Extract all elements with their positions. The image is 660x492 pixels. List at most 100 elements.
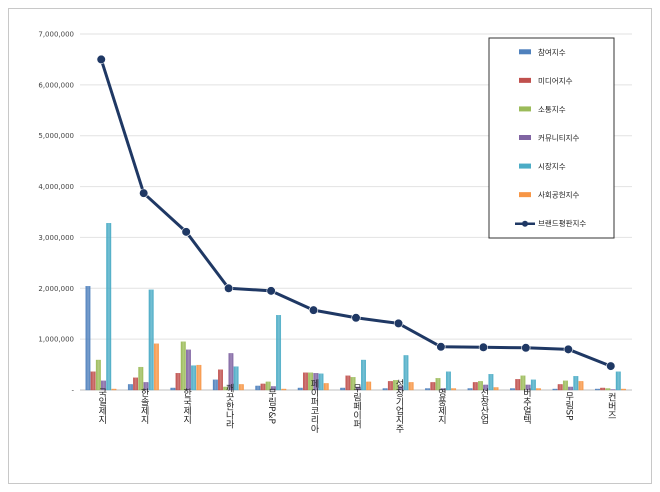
bar-시장지수 — [615, 371, 621, 391]
bar-시장지수 — [276, 315, 282, 391]
point-브랜드평판지수 — [181, 227, 191, 237]
legend-label: 참여지수 — [538, 47, 566, 57]
x-tick-label: 영풍제지 — [436, 388, 446, 425]
bar-미디어지수 — [218, 369, 223, 391]
legend-label: 커뮤니티지수 — [538, 134, 579, 143]
bar-시장지수 — [106, 223, 112, 391]
x-tick-label: 깨끗한나라 — [224, 382, 234, 429]
bar-참여지수 — [255, 385, 261, 391]
legend-swatch — [519, 192, 531, 198]
bar-커뮤니티지수 — [483, 384, 489, 391]
bar-커뮤니티지수 — [355, 386, 361, 391]
bar-참여지수 — [425, 388, 431, 391]
bar-참여지수 — [297, 387, 303, 391]
legend-box — [488, 37, 615, 239]
bar-소통지수 — [562, 380, 568, 391]
y-tick-label: 3,000,000 — [38, 234, 74, 242]
bar-소통지수 — [95, 359, 101, 391]
bar-시장지수 — [403, 355, 409, 391]
bar-시장지수 — [445, 371, 451, 391]
bar-미디어지수 — [90, 371, 96, 391]
bar-참여지수 — [382, 388, 388, 391]
bar-참여지수 — [340, 387, 346, 391]
bar-미디어지수 — [515, 379, 521, 391]
bar-커뮤니티지수 — [440, 388, 446, 391]
bar-커뮤니티지수 — [313, 373, 319, 391]
x-tick-label: 선창산업 — [478, 388, 488, 424]
point-브랜드평판지수 — [351, 313, 361, 323]
bar-시장지수 — [318, 373, 324, 391]
point-브랜드평판지수 — [393, 318, 404, 328]
point-브랜드평판지수 — [563, 344, 573, 354]
bar-사회공헌지수 — [196, 364, 202, 391]
legend-label: 미디어지수 — [538, 75, 573, 85]
bar-사회공헌지수 — [408, 382, 414, 391]
point-브랜드평판지수 — [139, 188, 149, 198]
bar-커뮤니티지수 — [270, 386, 276, 391]
bar-소통지수 — [308, 372, 314, 391]
bar-커뮤니티지수 — [101, 380, 106, 391]
bar-소통지수 — [180, 341, 186, 391]
bar-소통지수 — [223, 386, 229, 391]
bar-소통지수 — [265, 381, 271, 391]
legend-swatch — [519, 106, 531, 112]
bar-참여지수 — [595, 388, 600, 391]
bar-미디어지수 — [175, 373, 181, 391]
x-tick-label: 버추얼텍 — [521, 388, 531, 425]
legend-swatch — [519, 163, 531, 169]
bar-미디어지수 — [345, 375, 351, 391]
bar-참여지수 — [212, 379, 218, 391]
bar-미디어지수 — [430, 382, 436, 391]
point-브랜드평판지수 — [224, 283, 234, 293]
bar-시장지수 — [148, 289, 154, 391]
bar-시장지수 — [573, 376, 579, 391]
y-tick-label: 7,000,000 — [38, 31, 74, 39]
legend-label: 시장지수 — [538, 161, 566, 171]
bar-소통지수 — [138, 366, 144, 391]
bar-사회공헌지수 — [451, 388, 457, 391]
x-tick-label: 무림P&P — [266, 388, 276, 425]
x-tick-label: 한국제지 — [181, 388, 191, 425]
point-브랜드평판지수 — [308, 305, 319, 315]
point-브랜드평판지수 — [478, 342, 488, 352]
bar-소통지수 — [520, 375, 526, 391]
bar-참여지수 — [170, 387, 176, 391]
x-tick-label: 국일제지 — [96, 388, 106, 425]
bar-소통지수 — [605, 388, 611, 391]
bar-커뮤니티지수 — [186, 349, 191, 391]
bar-사회공헌지수 — [536, 388, 541, 391]
point-브랜드평판지수 — [606, 361, 616, 371]
legend-label: 사회공헌지수 — [538, 191, 579, 200]
legend-swatch — [519, 49, 531, 55]
bar-소통지수 — [350, 377, 356, 391]
bar-미디어지수 — [472, 382, 478, 391]
bar-참여지수 — [127, 384, 133, 391]
bar-미디어지수 — [600, 387, 606, 391]
bar-커뮤니티지수 — [610, 389, 616, 391]
y-tick-label: 5,000,000 — [38, 132, 74, 140]
bar-참여지수 — [467, 388, 473, 391]
bar-시장지수 — [488, 374, 494, 391]
bar-소통지수 — [393, 380, 399, 391]
bar-미디어지수 — [302, 372, 308, 391]
bar-사회공헌지수 — [281, 388, 287, 391]
bar-사회공헌지수 — [621, 388, 626, 391]
bar-사회공헌지수 — [153, 343, 159, 391]
x-tick-label: 컨버즈 — [606, 392, 616, 419]
bar-시장지수 — [361, 359, 366, 391]
bar-사회공헌지수 — [578, 381, 584, 391]
y-tick-label: 2,000,000 — [38, 285, 74, 293]
bar-참여지수 — [85, 286, 91, 391]
y-tick-label: - — [71, 387, 74, 395]
y-tick-label: 1,000,000 — [38, 336, 74, 344]
legend-swatch — [519, 77, 531, 83]
bar-커뮤니티지수 — [525, 384, 531, 391]
legend-marker — [522, 220, 528, 227]
point-브랜드평판지수 — [96, 54, 106, 65]
bar-커뮤니티지수 — [228, 353, 234, 391]
bar-커뮤니티지수 — [398, 386, 404, 391]
x-tick-label: 한솔제지 — [139, 388, 149, 425]
point-브랜드평판지수 — [521, 343, 531, 353]
bar-시장지수 — [233, 366, 239, 391]
